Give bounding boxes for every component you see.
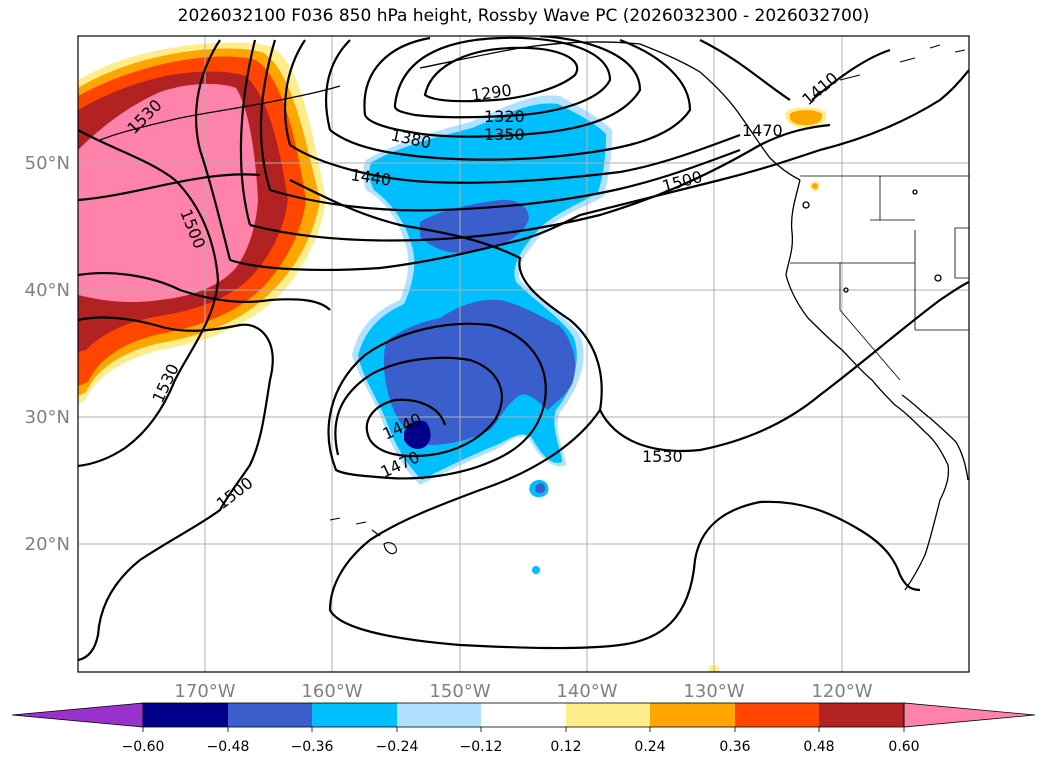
graticule	[78, 36, 969, 672]
lon-label: 130°W	[683, 681, 744, 702]
contour-1350	[363, 36, 642, 138]
map-title: 2026032100 F036 850 hPa height, Rossby W…	[177, 6, 870, 26]
contour-1470-north	[239, 39, 831, 242]
colorbar-tick: 0.12	[550, 739, 581, 755]
colorbar-swatch	[397, 703, 481, 727]
lon-label: 120°W	[811, 681, 872, 702]
colorbar-swatch	[143, 703, 228, 727]
coastlines	[99, 41, 969, 591]
negative-anomaly-shading	[352, 95, 612, 574]
neg-strong-core	[404, 420, 431, 449]
contour-label: 1410	[798, 68, 841, 109]
contour-1530-west	[78, 129, 220, 468]
contour-1500-north	[194, 39, 969, 272]
colorbar-swatch	[735, 703, 819, 727]
colorbar-tick: −0.48	[207, 739, 250, 755]
lon-label: 170°W	[174, 681, 235, 702]
colorbar-tick: −0.36	[291, 739, 334, 755]
state-borders	[790, 175, 969, 381]
colorbar-tick: 0.48	[803, 739, 834, 755]
map-area: 1290 1320 1350 1380 1440 1410 1470 1500 …	[78, 36, 969, 672]
contour-1440-south	[334, 356, 503, 458]
contour-label: 1500	[213, 473, 257, 513]
contour-1290	[423, 46, 579, 103]
colorbar-swatch	[228, 703, 312, 727]
colorbar-swatch	[312, 703, 397, 727]
lat-label: 20°N	[25, 534, 70, 555]
alaska-aleutian-coast	[99, 41, 801, 181]
positive-anomaly-shading	[78, 42, 827, 672]
colorbar-swatch	[566, 703, 650, 727]
colorbar-tick: −0.12	[460, 739, 503, 755]
contour-label: 1350	[484, 125, 525, 144]
lat-label: 40°N	[25, 280, 70, 301]
lat-label: 30°N	[25, 407, 70, 428]
map-frame	[77, 35, 970, 673]
hawaii-islands	[329, 517, 397, 555]
contour-1440	[259, 39, 741, 212]
colorbar: −0.60 −0.48 −0.36 −0.24 −0.12 0.12 0.24 …	[11, 702, 1036, 755]
north-america-coast	[785, 179, 969, 591]
contour-label: 1500	[660, 167, 704, 196]
contour-1380	[324, 38, 692, 161]
colorbar-tick: 0.24	[634, 739, 665, 755]
contour-label: 1530	[148, 361, 182, 406]
lat-labels: 50°N 40°N 30°N 20°N	[25, 153, 70, 555]
colorbar-swatch	[819, 703, 904, 727]
lon-labels: 170°W 160°W 150°W 140°W 130°W 120°W	[174, 681, 872, 702]
height-contours	[78, 36, 969, 662]
colorbar-extend-max	[903, 702, 1036, 728]
contour-label: 1290	[470, 80, 513, 104]
contour-label: 1470	[742, 121, 783, 140]
colorbar-swatch	[650, 703, 735, 727]
colorbar-tick: −0.60	[122, 739, 165, 755]
contour-1470-south	[327, 322, 547, 480]
colorbar-tick: −0.24	[376, 739, 419, 755]
colorbar-tick: 0.60	[888, 739, 919, 755]
colorbar-tick: 0.36	[719, 739, 750, 755]
contour-1500-south	[78, 272, 331, 662]
contour-1320	[393, 36, 612, 119]
colorbar-swatch	[481, 703, 566, 727]
lon-label: 140°W	[556, 681, 617, 702]
contour-label: 1530	[642, 447, 683, 466]
lon-label: 150°W	[429, 681, 490, 702]
lat-label: 50°N	[25, 153, 70, 174]
contour-1530-south	[328, 409, 921, 650]
contour-label: 1320	[484, 107, 525, 126]
colorbar-extend-min	[11, 702, 144, 728]
lon-label: 160°W	[301, 681, 362, 702]
contour-1410	[283, 39, 891, 184]
